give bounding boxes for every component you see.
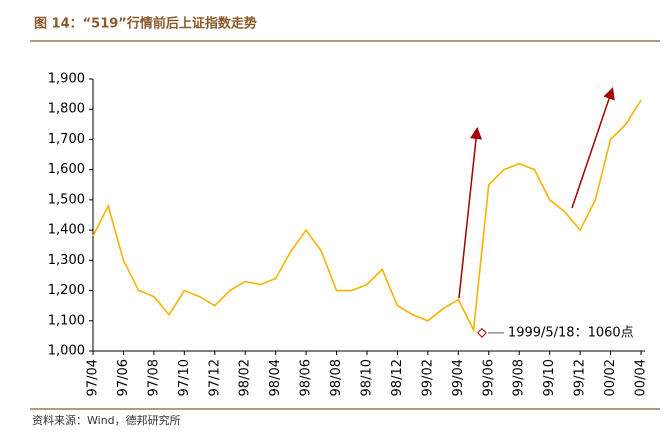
x-tick-label: 98/12 xyxy=(390,359,405,396)
y-tick-label: 1,100 xyxy=(48,313,85,328)
arrow xyxy=(571,87,615,209)
annotation-marker xyxy=(476,327,487,338)
x-tick-label: 99/12 xyxy=(573,359,588,396)
x-tick-label: 00/04 xyxy=(634,359,649,396)
y-tick-label: 1,600 xyxy=(48,162,85,177)
y-tick-label: 1,000 xyxy=(48,344,85,359)
x-tick-label: 99/08 xyxy=(512,359,527,396)
y-tick-label: 1,900 xyxy=(48,72,85,87)
y-tick-label: 1,400 xyxy=(48,223,85,238)
x-tick-label: 97/10 xyxy=(177,359,192,396)
y-tick-label: 1,300 xyxy=(48,253,85,268)
x-tick-label: 99/02 xyxy=(420,359,435,396)
y-tick-label: 1,700 xyxy=(48,132,85,147)
x-tick-label: 00/02 xyxy=(603,359,618,396)
x-tick-label: 99/10 xyxy=(542,359,557,396)
x-tick-label: 98/04 xyxy=(268,359,283,396)
x-tick-label: 98/06 xyxy=(299,359,314,396)
x-tick-label: 98/10 xyxy=(360,359,375,396)
x-tick-label: 98/08 xyxy=(329,359,344,396)
x-tick-label: 97/12 xyxy=(207,359,222,396)
x-tick-label: 97/04 xyxy=(86,359,101,396)
x-tick-label: 99/04 xyxy=(451,359,466,396)
annotation-label: 1999/5/18：1060点 xyxy=(508,325,634,340)
y-tick-label: 1,500 xyxy=(48,192,85,207)
y-tick-label: 1,200 xyxy=(48,283,85,298)
price-line xyxy=(92,99,642,333)
x-tick-label: 97/08 xyxy=(146,359,161,396)
x-tick-label: 97/06 xyxy=(116,359,131,396)
y-tick-label: 1,800 xyxy=(48,102,85,117)
arrow xyxy=(458,127,483,299)
chart-title: 图 14：“519”行情前后上证指数走势 xyxy=(34,16,257,32)
x-tick-label: 99/06 xyxy=(481,359,496,396)
x-tick-label: 98/02 xyxy=(238,359,253,396)
source: 资料来源：Wind，德邦研究所 xyxy=(32,413,181,427)
